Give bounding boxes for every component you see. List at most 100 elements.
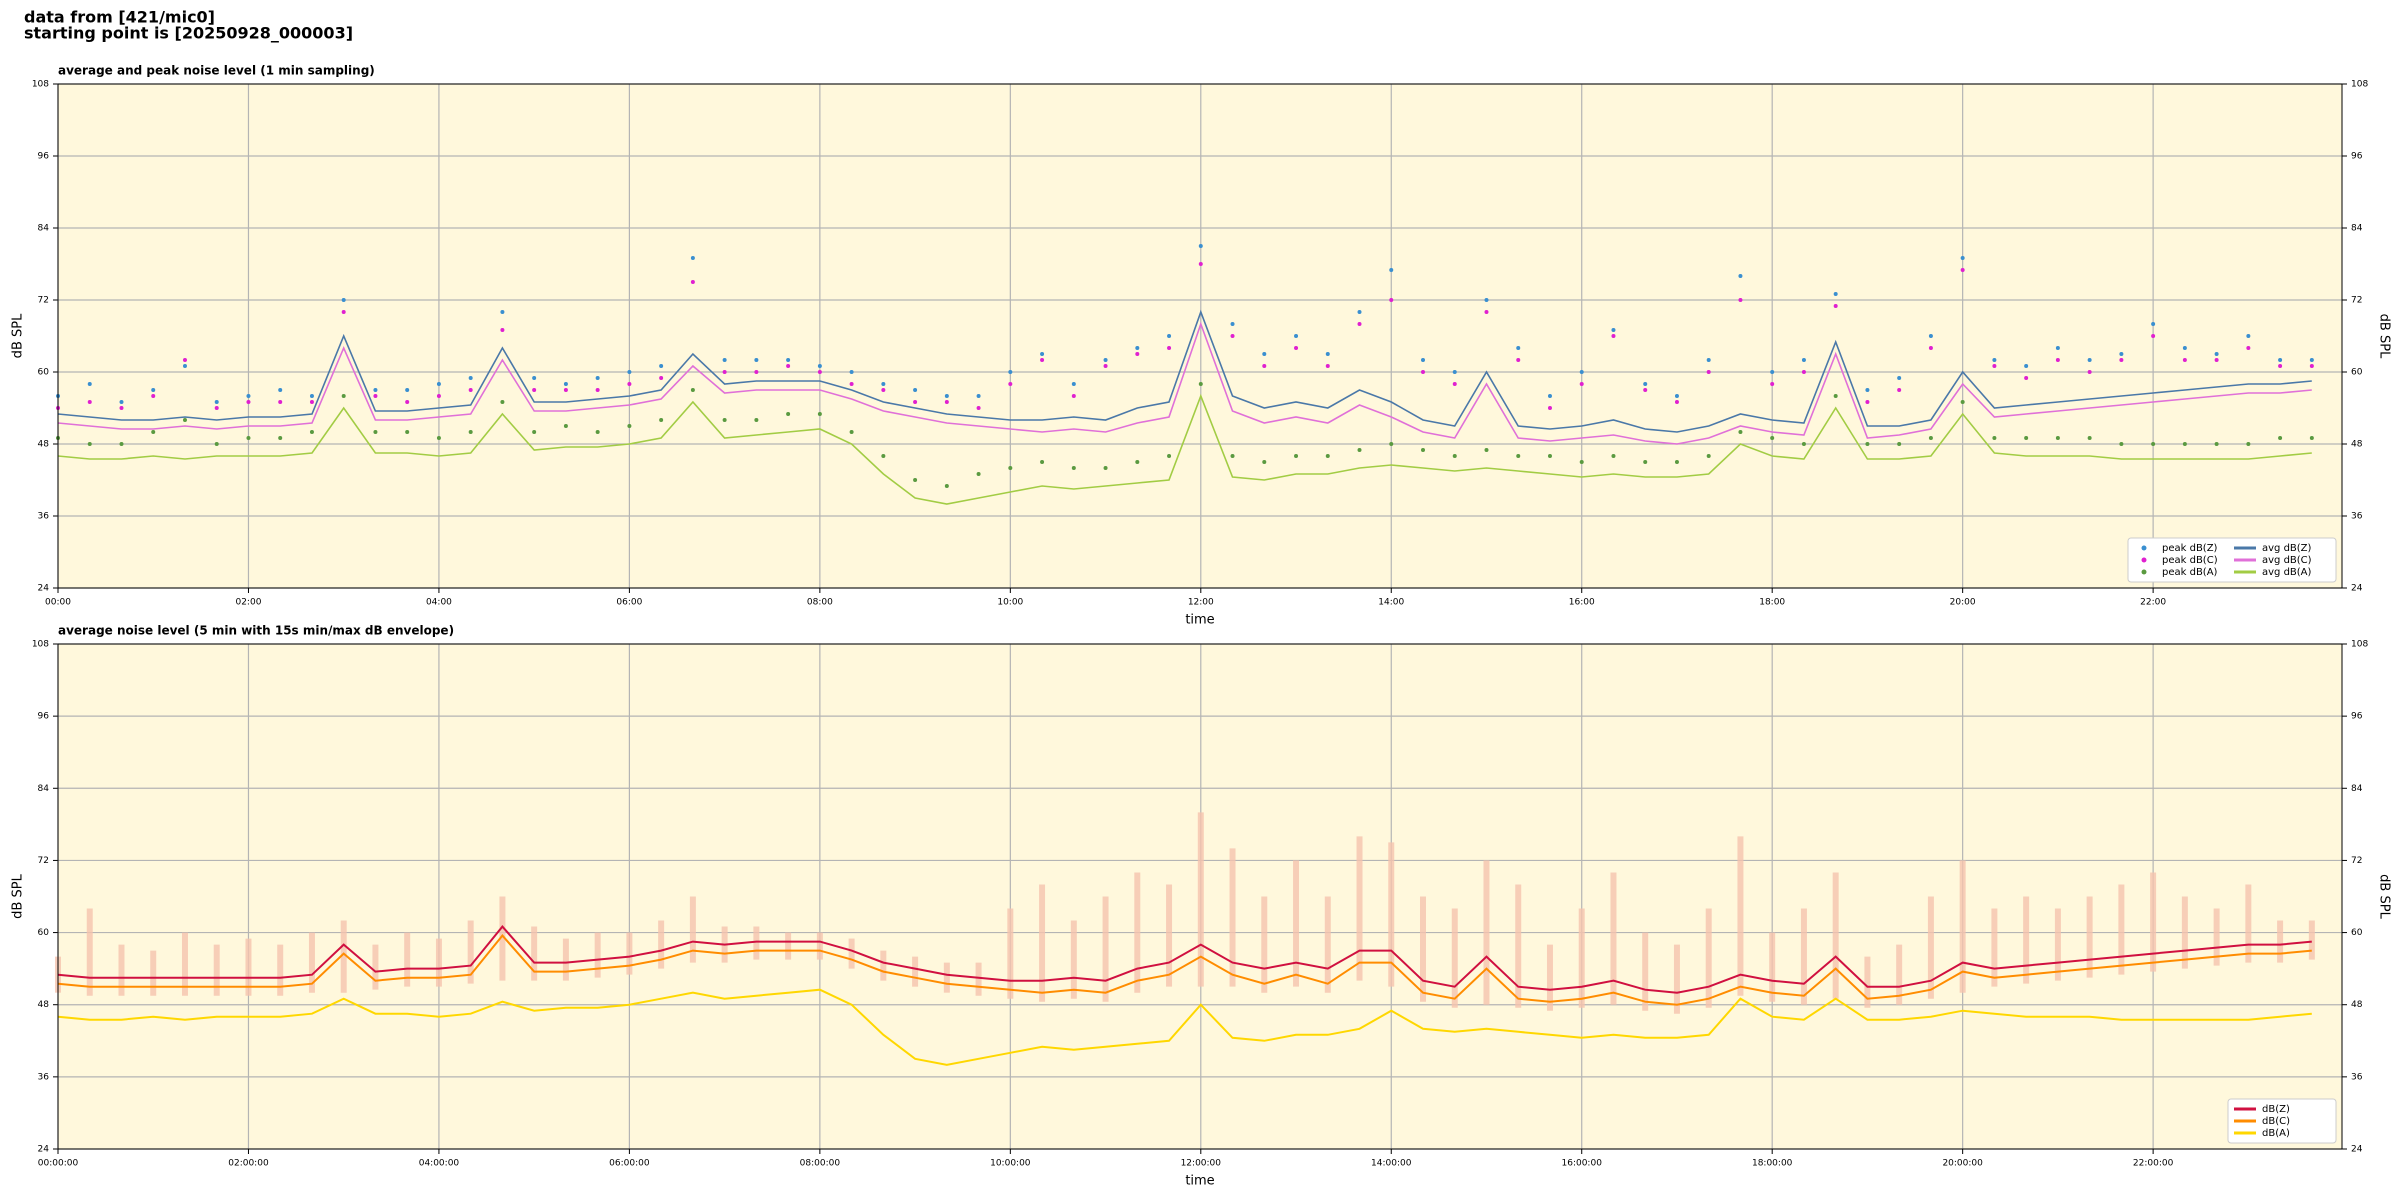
- peak-point: [817, 370, 822, 374]
- peak-point: [2309, 436, 2314, 440]
- peak-point: [1897, 388, 1902, 392]
- peak-point: [1230, 454, 1235, 458]
- peak-point: [1198, 262, 1203, 266]
- x-tick-label: 08:00: [807, 598, 833, 608]
- peak-point: [1389, 268, 1394, 272]
- peak-point: [373, 394, 378, 398]
- peak-point: [2024, 364, 2029, 368]
- y2-tick-label: 72: [2351, 856, 2362, 866]
- peak-point: [849, 382, 854, 386]
- peak-point: [1833, 292, 1838, 296]
- y-tick-label: 72: [38, 296, 49, 306]
- peak-point: [532, 430, 537, 434]
- peak-point: [1357, 322, 1362, 326]
- y2-tick-label: 96: [2351, 152, 2363, 162]
- peak-point: [1452, 382, 1457, 386]
- peak-point: [373, 430, 378, 434]
- peak-point: [1389, 298, 1394, 302]
- series-line: [57, 321, 2312, 445]
- peak-point: [2055, 358, 2060, 362]
- plot-area: [58, 84, 2342, 588]
- peak-point: [1611, 328, 1616, 332]
- y-tick-label: 24: [38, 584, 50, 594]
- peak-point: [1833, 304, 1838, 308]
- peak-point: [1357, 448, 1362, 452]
- series-line: [57, 309, 2312, 433]
- peak-point: [1738, 274, 1743, 278]
- x-tick-label: 00:00:00: [38, 1159, 79, 1169]
- peak-point: [87, 382, 92, 386]
- peak-point: [436, 436, 441, 440]
- peak-point: [627, 382, 632, 386]
- peak-point: [1167, 346, 1172, 350]
- peak-point: [1294, 334, 1299, 338]
- plot-frame: [57, 83, 2343, 589]
- peak-point: [849, 370, 854, 374]
- y-axis-label: dB SPL: [11, 313, 26, 358]
- peak-point: [881, 388, 886, 392]
- peak-point: [1325, 352, 1330, 356]
- peak-point: [1897, 442, 1902, 446]
- peak-point: [2055, 346, 2060, 350]
- peak-point: [1071, 466, 1076, 470]
- x-tick-label: 06:00:00: [609, 1159, 650, 1169]
- y2-axis-label: dB SPL: [2377, 314, 2392, 359]
- peak-point: [1643, 388, 1648, 392]
- header-line: data from [421/mic0]: [24, 8, 215, 27]
- peak-point: [595, 376, 600, 380]
- peak-point: [2087, 436, 2092, 440]
- peak-point: [436, 382, 441, 386]
- peak-point: [1325, 364, 1330, 368]
- peak-point: [1770, 436, 1775, 440]
- x-axis-label: time: [1185, 613, 1214, 628]
- peak-point: [1484, 448, 1489, 452]
- y-tick-label: 36: [38, 1072, 50, 1082]
- peak-point: [1801, 370, 1806, 374]
- peak-point: [563, 388, 568, 392]
- legend-label: dB(Z): [2262, 1104, 2290, 1115]
- peak-point: [944, 484, 949, 488]
- peak-point: [1992, 364, 1997, 368]
- x-tick-label: 14:00: [1378, 598, 1404, 608]
- y-axis-label: dB SPL: [11, 873, 26, 918]
- peak-point: [976, 406, 981, 410]
- peak-point: [119, 406, 124, 410]
- peak-point: [87, 400, 92, 404]
- peak-point: [1738, 430, 1743, 434]
- peak-point: [1770, 382, 1775, 386]
- y2-axis-label: dB SPL: [2377, 874, 2392, 919]
- legend-label: peak dB(Z): [2162, 543, 2218, 554]
- peak-point: [1389, 442, 1394, 446]
- peak-point: [1071, 394, 1076, 398]
- peak-point: [1421, 448, 1426, 452]
- y-tick-label: 48: [38, 1000, 50, 1010]
- peak-point: [1294, 346, 1299, 350]
- peak-point: [881, 454, 886, 458]
- peak-point: [1579, 382, 1584, 386]
- peak-point: [1611, 454, 1616, 458]
- peak-point: [786, 412, 791, 416]
- peak-point: [278, 436, 283, 440]
- peak-point: [1071, 382, 1076, 386]
- peak-point: [1040, 358, 1045, 362]
- y-tick-label: 84: [38, 784, 50, 794]
- peak-point: [1484, 310, 1489, 314]
- peak-point: [1262, 352, 1267, 356]
- peak-point: [1865, 400, 1870, 404]
- y-tick-label: 96: [38, 712, 50, 722]
- header-line: starting point is [20250928_000003]: [24, 24, 353, 43]
- peak-point: [2214, 352, 2219, 356]
- peak-point: [627, 370, 632, 374]
- peak-point: [786, 364, 791, 368]
- peak-point: [913, 400, 918, 404]
- x-tick-label: 08:00:00: [800, 1159, 841, 1169]
- legend-label: avg dB(C): [2262, 555, 2312, 566]
- x-tick-label: 10:00:00: [990, 1159, 1031, 1169]
- peak-point: [2182, 346, 2187, 350]
- peak-point: [1770, 370, 1775, 374]
- peak-point: [151, 388, 156, 392]
- legend-label: avg dB(Z): [2262, 543, 2312, 554]
- x-tick-label: 18:00:00: [1752, 1159, 1793, 1169]
- peak-point: [1547, 454, 1552, 458]
- peak-point: [1674, 394, 1679, 398]
